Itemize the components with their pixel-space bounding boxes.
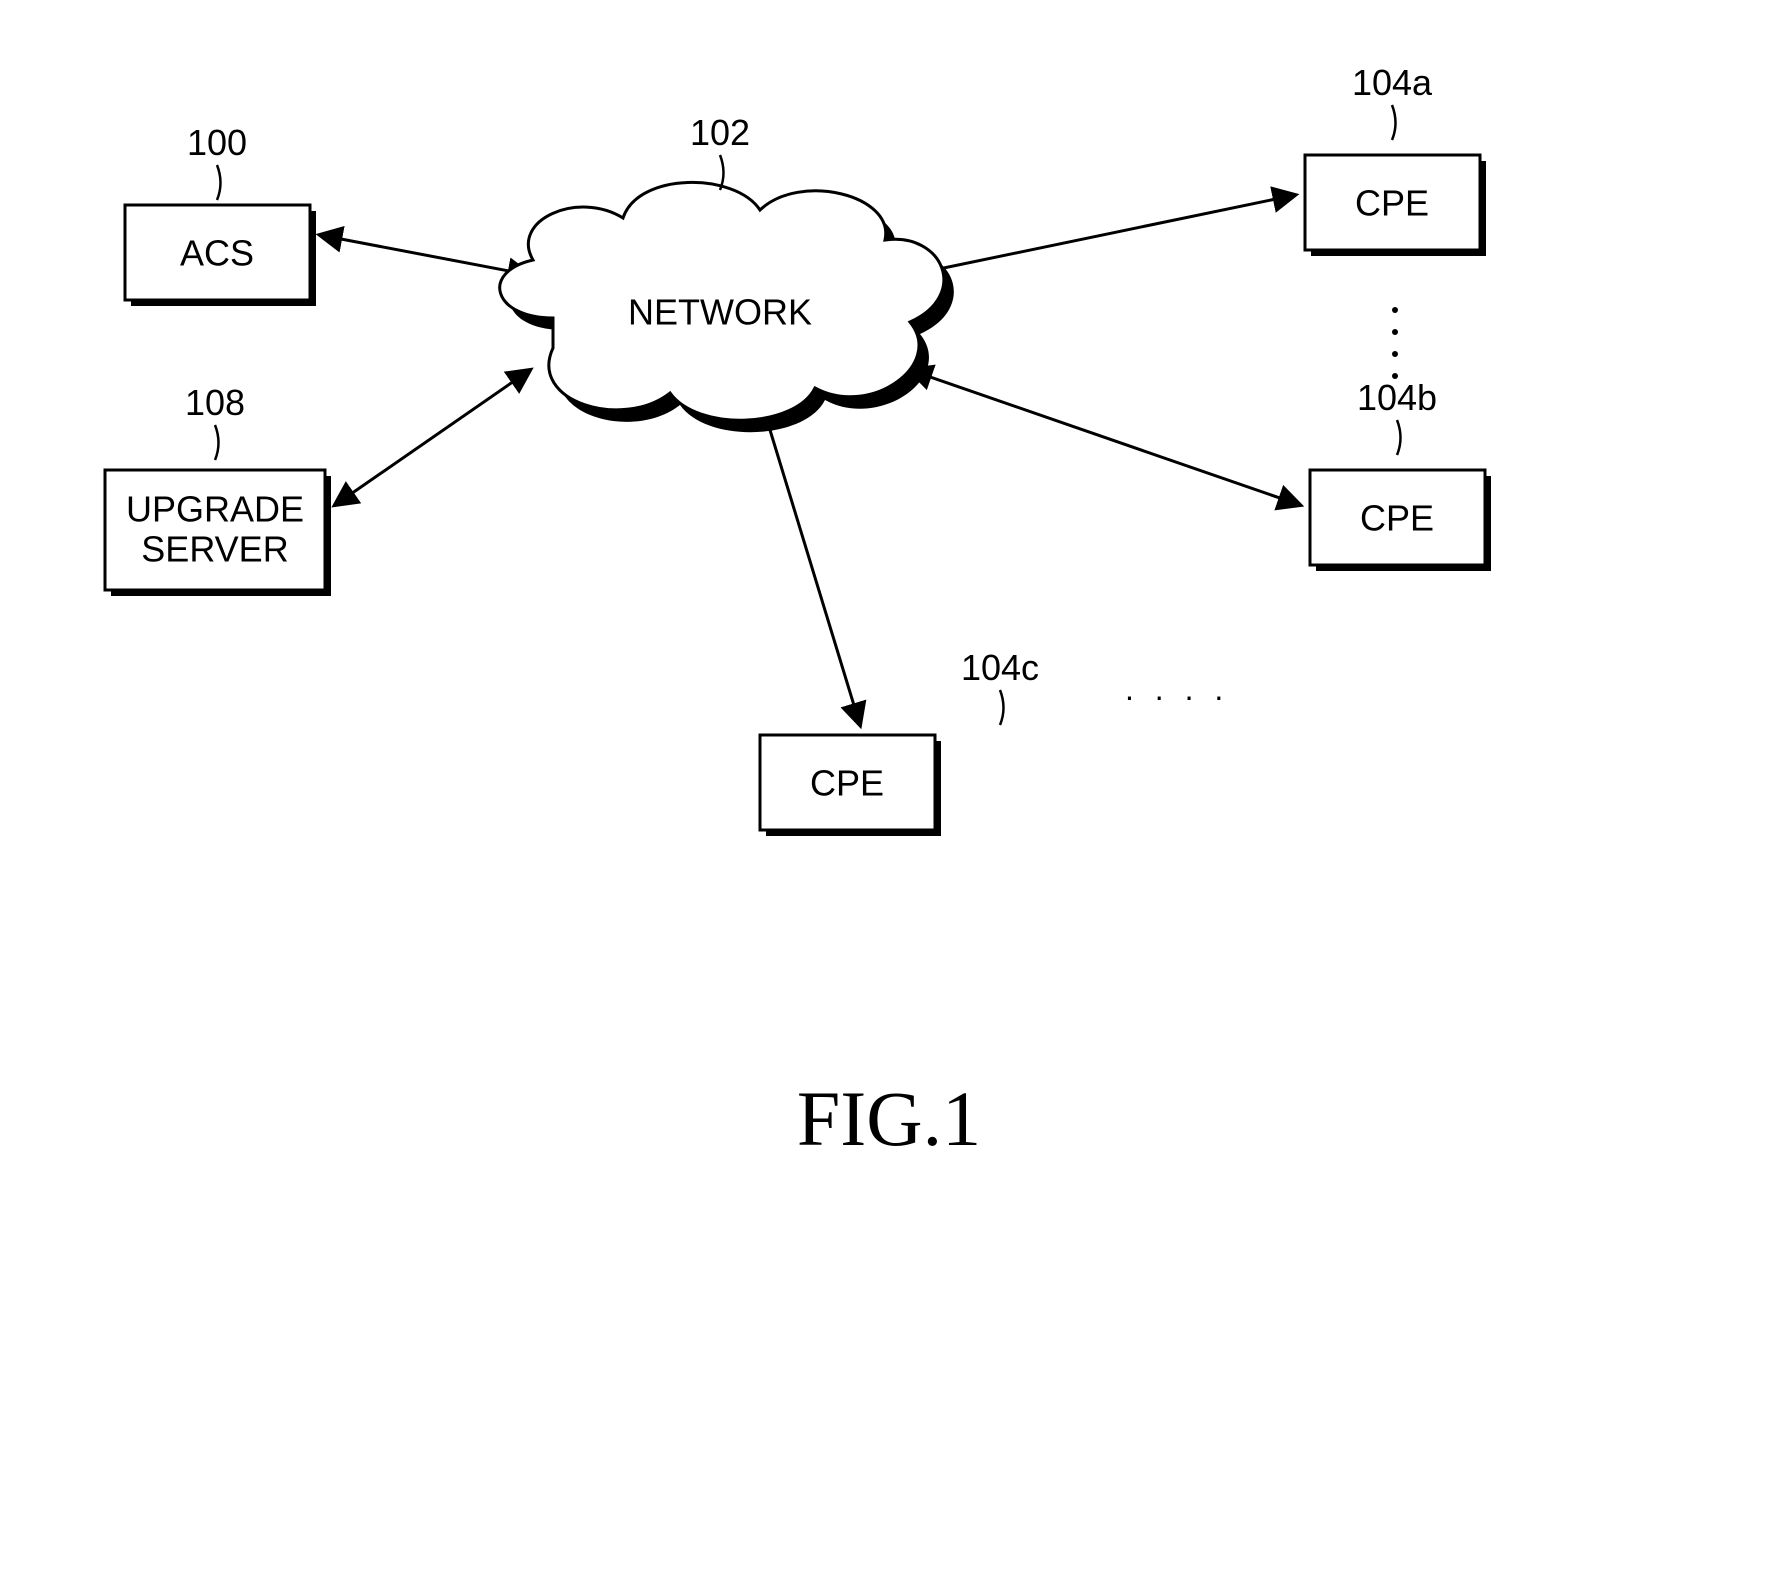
ref-tick-acs [217, 165, 221, 200]
edge-network-cpe-a [910, 195, 1295, 275]
ref-tick-cpe-c [1000, 690, 1004, 725]
node-cpe-c: CPE 104c [760, 647, 1039, 836]
ref-upgrade: 108 [185, 382, 245, 423]
ref-tick-network [720, 155, 724, 190]
edge-network-acs [320, 235, 530, 275]
node-cpe-c-label: CPE [810, 763, 884, 804]
node-network: NETWORK 102 [500, 112, 954, 432]
vdots [1392, 307, 1398, 379]
ref-cpe-c: 104c [961, 647, 1039, 688]
figure-canvas: NETWORK 102 ACS 100 UPGRADE SERVER 108 C… [0, 0, 1778, 1569]
figure-svg: NETWORK 102 ACS 100 UPGRADE SERVER 108 C… [0, 0, 1778, 1569]
edge-network-cpe-b [910, 370, 1300, 505]
node-acs-label: ACS [180, 233, 254, 274]
ref-acs: 100 [187, 122, 247, 163]
node-network-label: NETWORK [628, 292, 812, 333]
node-upgrade: UPGRADE SERVER 108 [105, 382, 331, 596]
node-upgrade-label-2: SERVER [141, 529, 288, 570]
ref-tick-upgrade [215, 425, 219, 460]
edge-network-upgrade [335, 370, 530, 505]
node-cpe-b: CPE 104b [1310, 377, 1491, 571]
ref-tick-cpe-a [1392, 105, 1396, 140]
hdots: . . . . [1125, 671, 1229, 707]
node-upgrade-label-1: UPGRADE [126, 489, 304, 530]
ref-network: 102 [690, 112, 750, 153]
ref-cpe-a: 104a [1352, 62, 1433, 103]
figure-caption: FIG.1 [797, 1075, 981, 1162]
ref-tick-cpe-b [1397, 420, 1401, 455]
node-acs: ACS 100 [125, 122, 316, 306]
node-cpe-b-label: CPE [1360, 498, 1434, 539]
ref-cpe-b: 104b [1357, 377, 1437, 418]
edge-network-cpe-c [770, 430, 860, 725]
node-cpe-a-label: CPE [1355, 183, 1429, 224]
node-cpe-a: CPE 104a [1305, 62, 1486, 256]
